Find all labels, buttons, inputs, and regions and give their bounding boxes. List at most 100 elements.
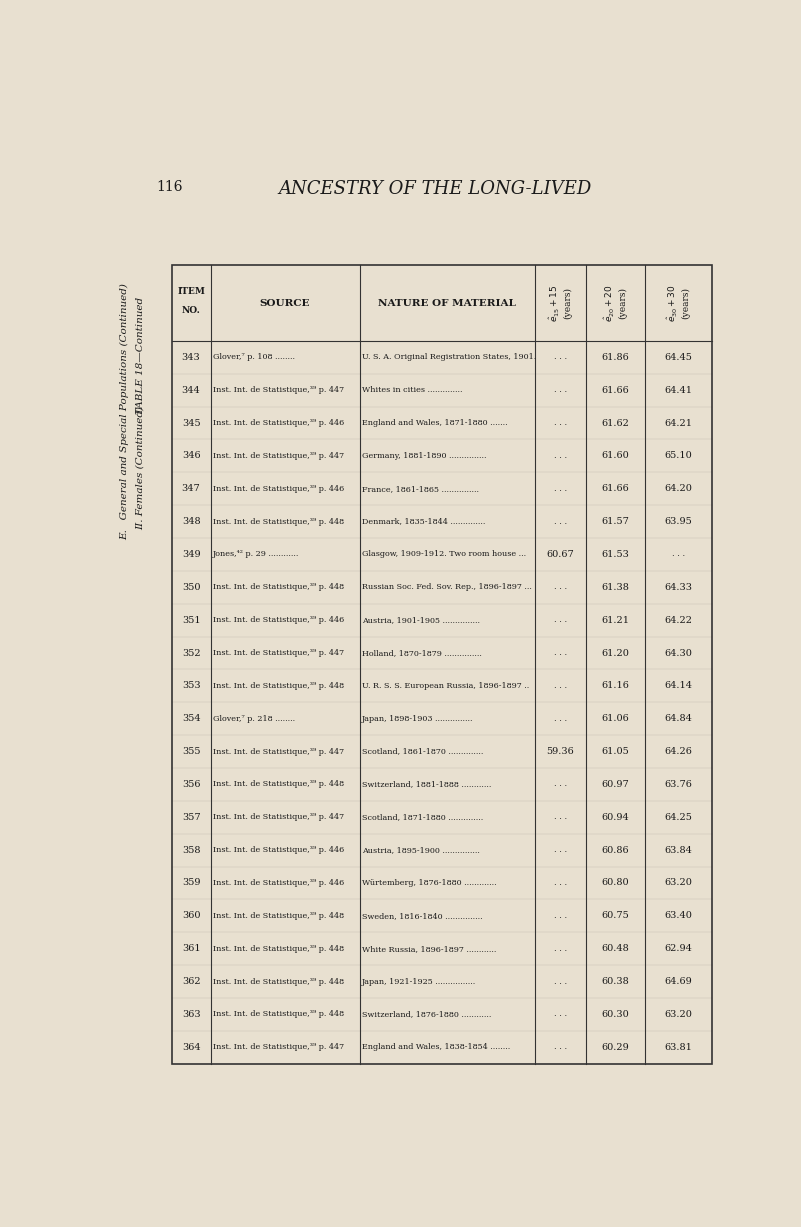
Text: $\hat{e}_{15}+15$
(years): $\hat{e}_{15}+15$ (years) xyxy=(548,285,573,321)
Text: 64.25: 64.25 xyxy=(665,812,692,822)
Text: 63.81: 63.81 xyxy=(665,1043,692,1052)
Text: 60.30: 60.30 xyxy=(602,1010,630,1018)
Text: 65.10: 65.10 xyxy=(665,452,692,460)
Text: 64.45: 64.45 xyxy=(665,353,692,362)
Text: . . .: . . . xyxy=(553,780,566,789)
Text: Inst. Int. de Statistique,³⁹ p. 448: Inst. Int. de Statistique,³⁹ p. 448 xyxy=(213,1010,344,1018)
Text: 61.57: 61.57 xyxy=(602,517,630,526)
Bar xyxy=(171,265,711,1064)
Text: . . .: . . . xyxy=(553,814,566,821)
Text: 352: 352 xyxy=(182,649,200,658)
Text: 64.26: 64.26 xyxy=(665,747,692,756)
Text: Inst. Int. de Statistique,³⁹ p. 446: Inst. Int. de Statistique,³⁹ p. 446 xyxy=(213,485,344,493)
Text: Inst. Int. de Statistique,³⁹ p. 446: Inst. Int. de Statistique,³⁹ p. 446 xyxy=(213,847,344,854)
Text: Holland, 1870-1879 ...............: Holland, 1870-1879 ............... xyxy=(362,649,482,656)
Text: Inst. Int. de Statistique,³⁹ p. 448: Inst. Int. de Statistique,³⁹ p. 448 xyxy=(213,945,344,952)
Text: 60.94: 60.94 xyxy=(602,812,630,822)
Text: 61.05: 61.05 xyxy=(602,747,630,756)
Text: 61.06: 61.06 xyxy=(602,714,630,723)
Text: 63.76: 63.76 xyxy=(665,780,692,789)
Text: France, 1861-1865 ...............: France, 1861-1865 ............... xyxy=(362,485,479,493)
Text: 63.95: 63.95 xyxy=(665,517,692,526)
Text: Austria, 1895-1900 ...............: Austria, 1895-1900 ............... xyxy=(362,847,480,854)
Text: 61.60: 61.60 xyxy=(602,452,630,460)
Text: 347: 347 xyxy=(182,485,200,493)
Text: . . .: . . . xyxy=(553,682,566,690)
Text: . . .: . . . xyxy=(553,353,566,361)
Text: Austria, 1901-1905 ...............: Austria, 1901-1905 ............... xyxy=(362,616,480,625)
Text: Inst. Int. de Statistique,³⁹ p. 446: Inst. Int. de Statistique,³⁹ p. 446 xyxy=(213,616,344,625)
Text: U. S. A. Original Registration States, 1901.: U. S. A. Original Registration States, 1… xyxy=(362,353,537,361)
Text: 63.84: 63.84 xyxy=(665,845,692,855)
Text: 351: 351 xyxy=(182,616,200,625)
Text: England and Wales, 1871-1880 .......: England and Wales, 1871-1880 ....... xyxy=(362,420,508,427)
Text: Whites in cities ..............: Whites in cities .............. xyxy=(362,387,463,394)
Text: . . .: . . . xyxy=(553,847,566,854)
Text: . . .: . . . xyxy=(553,912,566,920)
Text: 62.94: 62.94 xyxy=(665,945,692,953)
Text: 61.20: 61.20 xyxy=(602,649,630,658)
Text: 363: 363 xyxy=(182,1010,200,1018)
Text: Inst. Int. de Statistique,³⁹ p. 448: Inst. Int. de Statistique,³⁹ p. 448 xyxy=(213,912,344,920)
Text: 345: 345 xyxy=(182,418,200,427)
Text: 60.86: 60.86 xyxy=(602,845,629,855)
Text: . . .: . . . xyxy=(553,649,566,656)
Text: 61.53: 61.53 xyxy=(602,550,630,560)
Text: Jones,⁴² p. 29 ............: Jones,⁴² p. 29 ............ xyxy=(213,551,300,558)
Text: Inst. Int. de Statistique,³⁹ p. 447: Inst. Int. de Statistique,³⁹ p. 447 xyxy=(213,452,344,460)
Text: 353: 353 xyxy=(182,681,200,691)
Text: Russian Soc. Fed. Sov. Rep., 1896-1897 ...: Russian Soc. Fed. Sov. Rep., 1896-1897 .… xyxy=(362,583,532,591)
Text: 63.20: 63.20 xyxy=(665,1010,692,1018)
Text: Germany, 1881-1890 ...............: Germany, 1881-1890 ............... xyxy=(362,452,486,460)
Text: 361: 361 xyxy=(182,945,200,953)
Text: Inst. Int. de Statistique,³⁹ p. 446: Inst. Int. de Statistique,³⁹ p. 446 xyxy=(213,420,344,427)
Text: $\hat{e}_{20}+20$
(years): $\hat{e}_{20}+20$ (years) xyxy=(603,285,628,321)
Text: . . .: . . . xyxy=(553,879,566,887)
Text: 359: 359 xyxy=(182,879,200,887)
Text: 350: 350 xyxy=(182,583,200,591)
Text: 59.36: 59.36 xyxy=(546,747,574,756)
Text: 61.16: 61.16 xyxy=(602,681,630,691)
Text: 64.69: 64.69 xyxy=(665,977,692,987)
Text: 364: 364 xyxy=(182,1043,200,1052)
Text: 343: 343 xyxy=(182,353,200,362)
Text: Inst. Int. de Statistique,³⁹ p. 448: Inst. Int. de Statistique,³⁹ p. 448 xyxy=(213,978,344,985)
Text: NO.: NO. xyxy=(182,307,200,315)
Text: 64.20: 64.20 xyxy=(665,485,692,493)
Text: 60.80: 60.80 xyxy=(602,879,629,887)
Text: Glover,⁷ p. 108 ........: Glover,⁷ p. 108 ........ xyxy=(213,353,295,361)
Text: 346: 346 xyxy=(182,452,200,460)
Text: 61.86: 61.86 xyxy=(602,353,630,362)
Text: . . .: . . . xyxy=(553,945,566,952)
Text: 357: 357 xyxy=(182,812,200,822)
Text: Inst. Int. de Statistique,³⁹ p. 448: Inst. Int. de Statistique,³⁹ p. 448 xyxy=(213,780,344,789)
Text: 64.21: 64.21 xyxy=(664,418,692,427)
Text: . . .: . . . xyxy=(553,616,566,625)
Text: Switzerland, 1876-1880 ............: Switzerland, 1876-1880 ............ xyxy=(362,1010,492,1018)
Text: 61.21: 61.21 xyxy=(602,616,630,625)
Text: NATURE OF MATERIAL: NATURE OF MATERIAL xyxy=(378,298,516,308)
Text: . . .: . . . xyxy=(553,420,566,427)
Text: E.   General and Special Populations (Continued): E. General and Special Populations (Cont… xyxy=(120,283,130,540)
Text: 64.22: 64.22 xyxy=(664,616,692,625)
Text: 63.20: 63.20 xyxy=(665,879,692,887)
Text: $\hat{e}_{30}+30$
(years): $\hat{e}_{30}+30$ (years) xyxy=(666,285,690,321)
Text: 64.30: 64.30 xyxy=(665,649,692,658)
Text: 362: 362 xyxy=(182,977,200,987)
Text: Inst. Int. de Statistique,³⁹ p. 448: Inst. Int. de Statistique,³⁹ p. 448 xyxy=(213,682,344,690)
Text: . . .: . . . xyxy=(553,978,566,985)
Text: Denmark, 1835-1844 ..............: Denmark, 1835-1844 .............. xyxy=(362,518,485,525)
Text: 63.40: 63.40 xyxy=(665,912,692,920)
Text: 60.97: 60.97 xyxy=(602,780,630,789)
Text: 60.38: 60.38 xyxy=(602,977,630,987)
Text: Glover,⁷ p. 218 ........: Glover,⁷ p. 218 ........ xyxy=(213,715,296,723)
Text: Scotland, 1861-1870 ..............: Scotland, 1861-1870 .............. xyxy=(362,747,484,756)
Text: . . .: . . . xyxy=(553,518,566,525)
Text: 64.41: 64.41 xyxy=(664,385,692,395)
Text: White Russia, 1896-1897 ............: White Russia, 1896-1897 ............ xyxy=(362,945,497,952)
Text: Japan, 1898-1903 ...............: Japan, 1898-1903 ............... xyxy=(362,715,473,723)
Text: Würtemberg, 1876-1880 .............: Würtemberg, 1876-1880 ............. xyxy=(362,879,497,887)
Text: . . .: . . . xyxy=(553,1010,566,1018)
Text: . . .: . . . xyxy=(553,485,566,493)
Text: 348: 348 xyxy=(182,517,200,526)
